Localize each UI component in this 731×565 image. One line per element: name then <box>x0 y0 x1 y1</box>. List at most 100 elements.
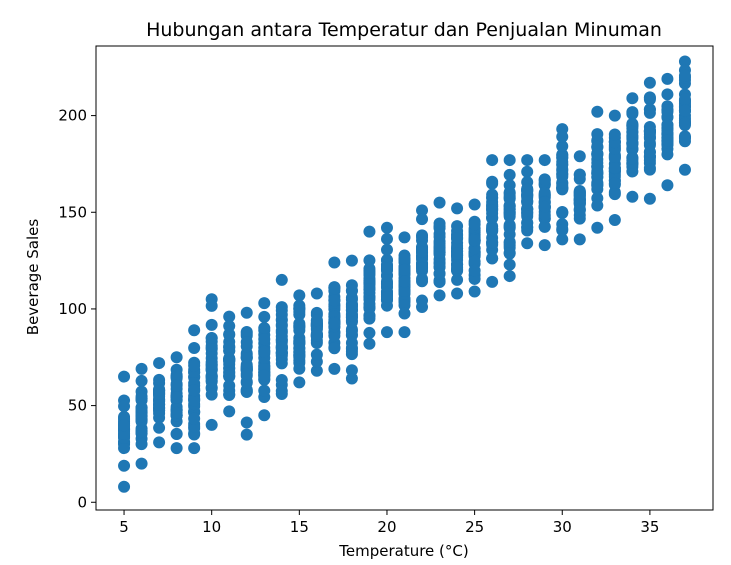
data-point <box>556 130 569 143</box>
data-point <box>328 256 341 269</box>
data-point <box>240 367 253 380</box>
data-point <box>293 302 306 315</box>
data-point <box>416 204 429 217</box>
data-point <box>118 427 131 440</box>
data-point <box>643 91 656 104</box>
y-tick-label: 150 <box>58 203 87 221</box>
data-point <box>468 218 481 231</box>
data-point <box>258 409 271 422</box>
data-point <box>363 326 376 339</box>
data-point <box>433 230 446 243</box>
data-point <box>538 173 551 186</box>
data-point <box>486 236 499 249</box>
data-point <box>591 221 604 234</box>
data-point <box>240 385 253 398</box>
data-point <box>118 459 131 472</box>
data-point <box>678 104 691 117</box>
data-point <box>608 177 621 190</box>
data-point <box>153 373 166 386</box>
data-point <box>608 128 621 141</box>
data-point <box>521 196 534 209</box>
x-tick-label: 15 <box>290 518 309 536</box>
data-point <box>573 150 586 163</box>
data-point <box>223 388 236 401</box>
data-point <box>188 412 201 425</box>
data-point <box>643 154 656 167</box>
data-point <box>503 192 516 205</box>
data-point <box>486 223 499 236</box>
data-point <box>345 254 358 267</box>
data-point <box>521 154 534 167</box>
data-point <box>486 188 499 201</box>
data-point <box>451 202 464 215</box>
data-point <box>275 357 288 370</box>
data-point <box>205 299 218 312</box>
data-point <box>486 275 499 288</box>
data-point <box>223 405 236 418</box>
x-axis-label: Temperature (°C) <box>338 542 468 560</box>
data-point <box>573 168 586 181</box>
data-point <box>643 163 656 176</box>
y-tick-label: 100 <box>58 300 87 318</box>
data-point <box>538 239 551 252</box>
data-point <box>678 132 691 145</box>
data-point <box>328 329 341 342</box>
data-point <box>380 221 393 234</box>
x-tick-label: 30 <box>553 518 572 536</box>
data-point <box>240 349 253 362</box>
data-point <box>188 442 201 455</box>
data-point <box>451 273 464 286</box>
data-point <box>556 158 569 171</box>
data-point <box>258 384 271 397</box>
data-point <box>258 321 271 334</box>
data-point <box>328 282 341 295</box>
data-point <box>521 216 534 229</box>
data-point <box>205 318 218 331</box>
data-point <box>433 196 446 209</box>
data-point <box>503 154 516 167</box>
data-point <box>468 198 481 211</box>
data-point <box>573 204 586 217</box>
data-point <box>275 385 288 398</box>
data-point <box>293 362 306 375</box>
data-point <box>661 88 674 101</box>
data-point <box>486 177 499 190</box>
data-point <box>626 152 639 165</box>
data-point <box>591 167 604 180</box>
data-point <box>363 266 376 279</box>
data-point <box>188 359 201 372</box>
y-tick-label: 50 <box>68 397 87 415</box>
data-point <box>468 242 481 255</box>
data-point <box>398 231 411 244</box>
data-point <box>293 342 306 355</box>
data-point <box>188 384 201 397</box>
data-point <box>188 324 201 337</box>
data-point <box>643 192 656 205</box>
data-point <box>345 284 358 297</box>
data-point <box>153 357 166 370</box>
x-tick-label: 20 <box>377 518 396 536</box>
data-point <box>153 436 166 449</box>
data-point <box>223 320 236 333</box>
data-point <box>240 306 253 319</box>
data-point <box>310 327 323 340</box>
data-point <box>398 326 411 339</box>
data-point <box>626 106 639 119</box>
data-point <box>398 307 411 320</box>
data-point <box>293 376 306 389</box>
data-point <box>661 148 674 161</box>
data-point <box>591 148 604 161</box>
data-point <box>503 235 516 248</box>
data-point <box>258 369 271 382</box>
data-point <box>135 401 148 414</box>
data-point <box>380 262 393 275</box>
data-point <box>188 394 201 407</box>
data-point <box>153 384 166 397</box>
data-point <box>678 117 691 130</box>
data-point <box>416 213 429 226</box>
data-point <box>608 109 621 122</box>
data-point <box>205 357 218 370</box>
data-point <box>661 72 674 85</box>
plot-frame <box>95 45 714 511</box>
data-point <box>170 379 183 392</box>
